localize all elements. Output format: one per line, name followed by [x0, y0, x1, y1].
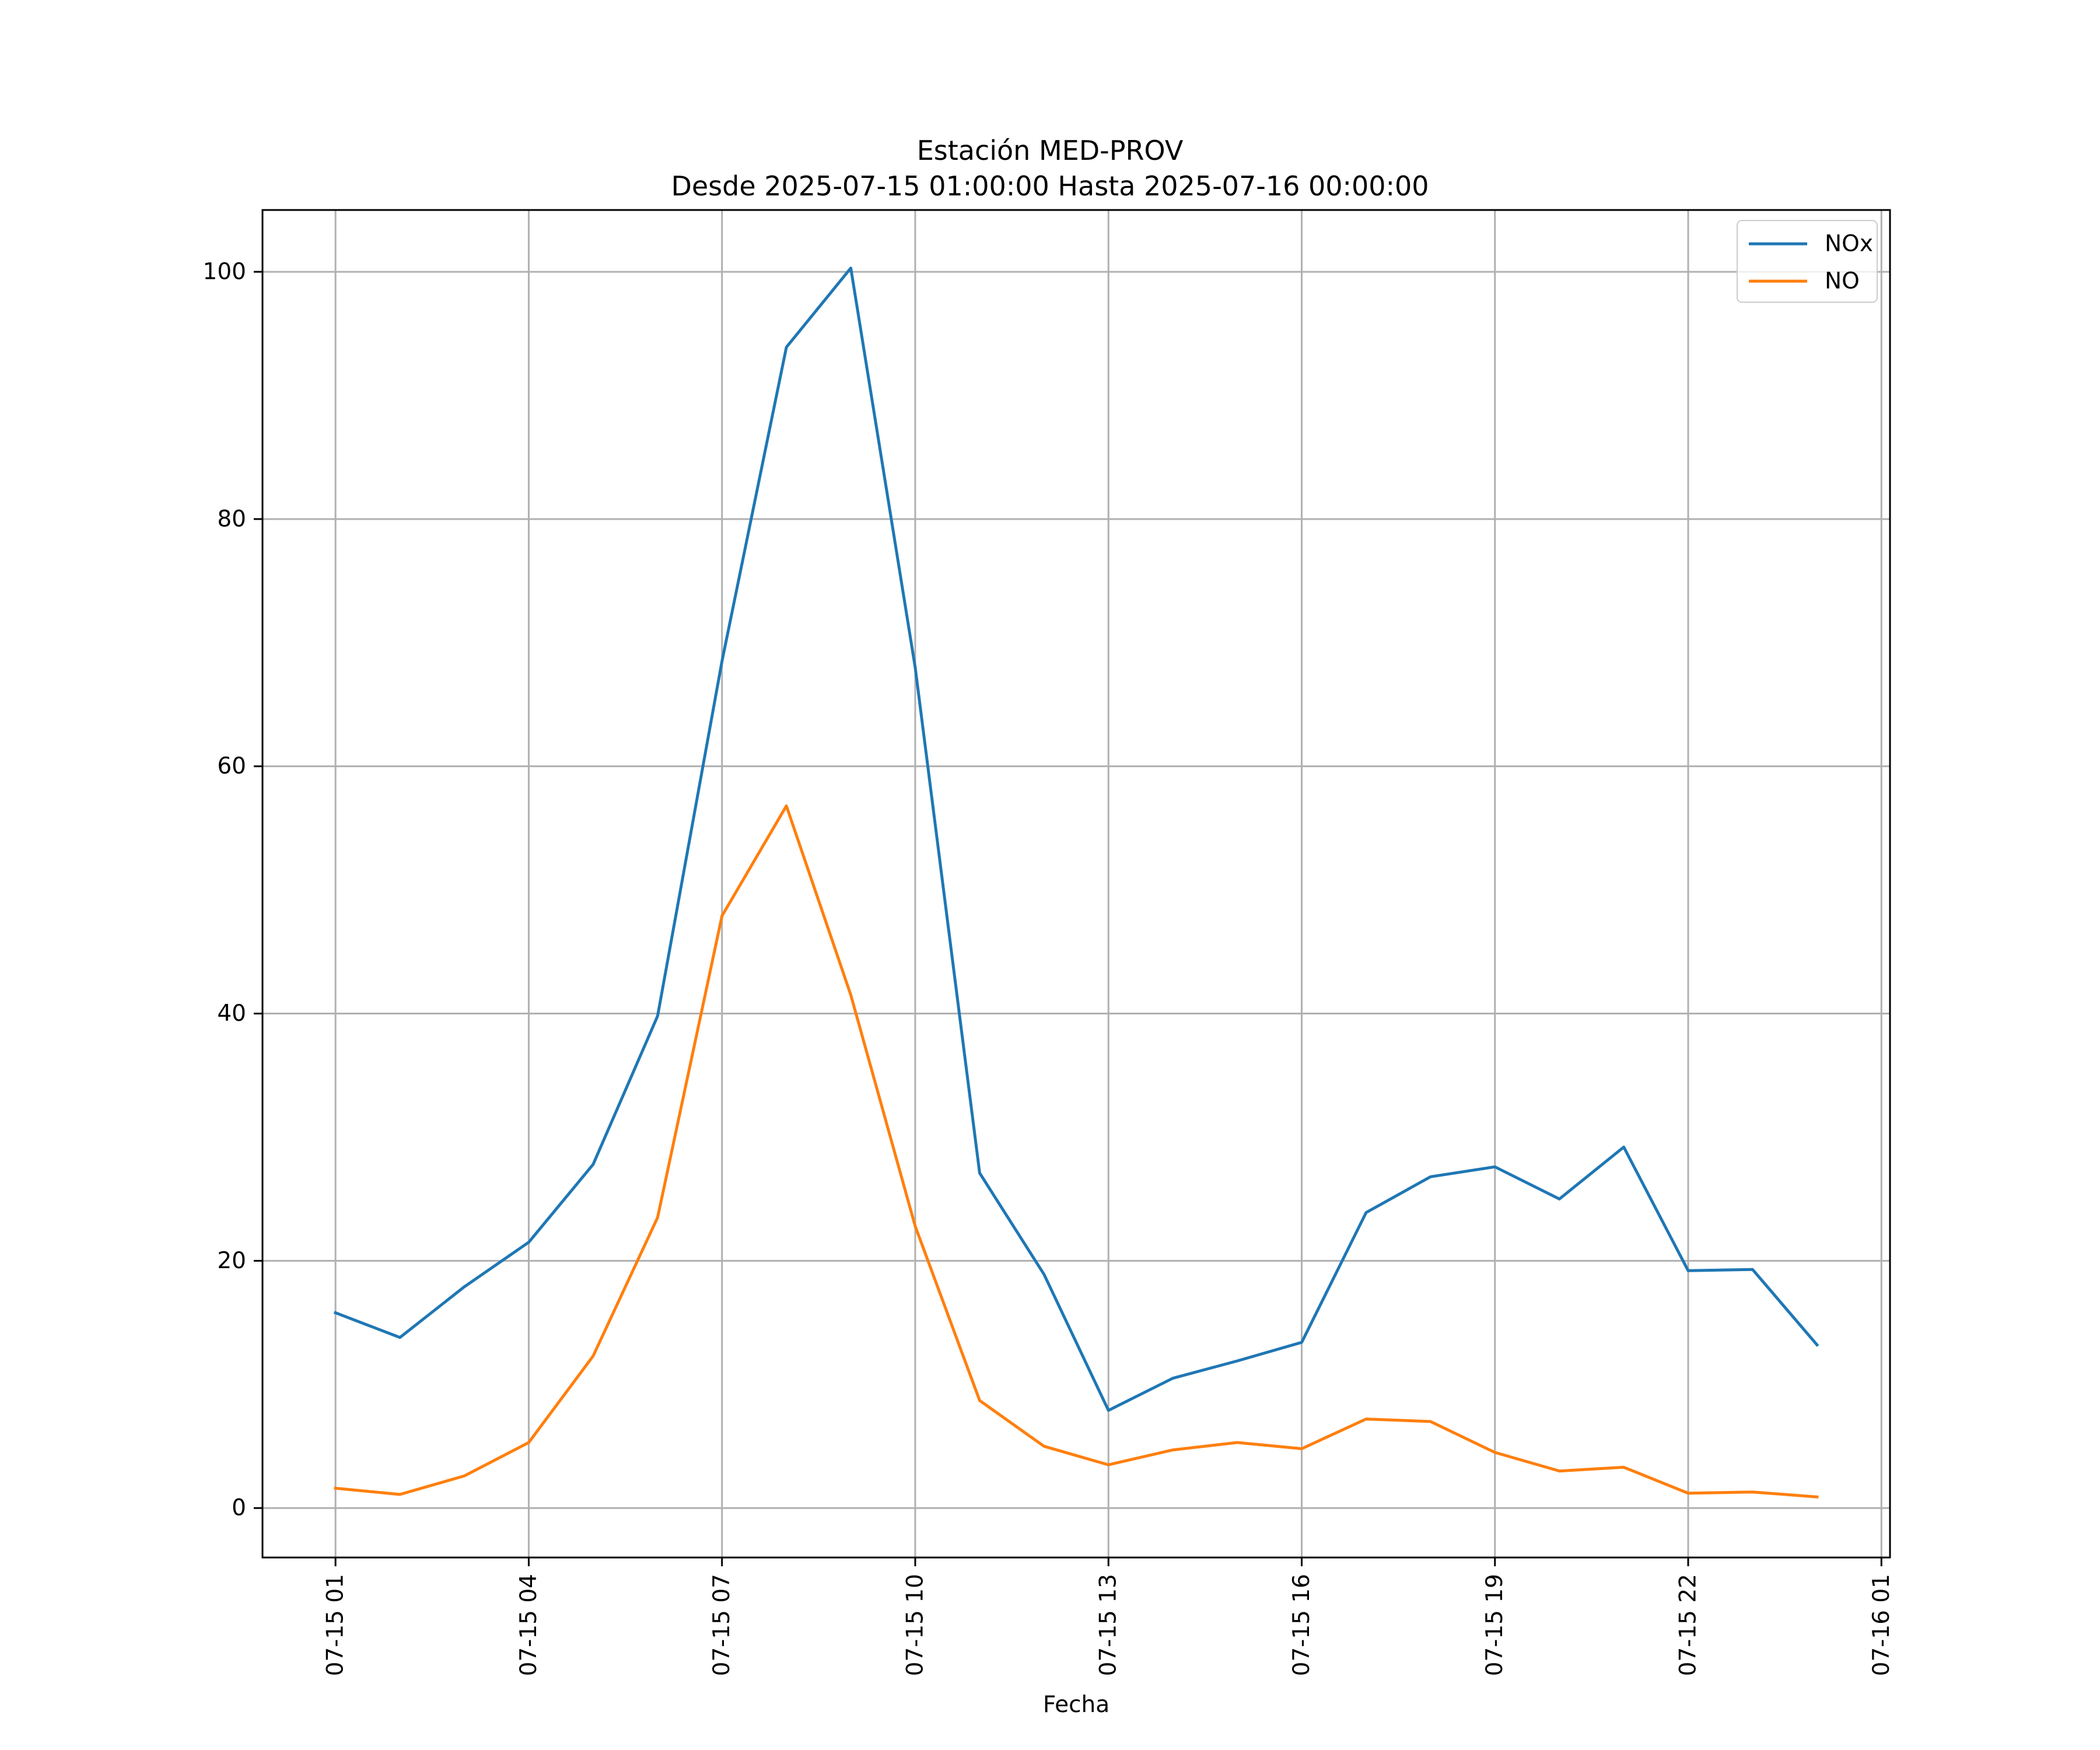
x-tick-label: 07-16 01	[1868, 1574, 1895, 1676]
axis-ticks: 07-15 01 07-15 04 07-15 07 07-15 10 07-15 13…	[203, 258, 1895, 1676]
legend-label-nox: NOx	[1825, 231, 1873, 257]
series-line-no	[334, 804, 1819, 1499]
plot-frame	[261, 209, 1891, 1559]
y-tick-label: 20	[217, 1248, 246, 1274]
x-tick-label: 07-15 19	[1482, 1574, 1508, 1676]
x-tick-label: 07-15 13	[1096, 1574, 1122, 1676]
y-tick-label: 60	[217, 753, 246, 779]
series-line-nox	[333, 267, 1819, 1412]
y-tick-label: 0	[232, 1495, 246, 1521]
chart-subtitle: Desde 2025-07-15 01:00:00 Hasta 2025-07-…	[671, 170, 1429, 202]
series-lines	[333, 267, 1819, 1499]
y-tick-label: 40	[217, 1000, 246, 1027]
x-tick-label: 07-15 16	[1289, 1574, 1315, 1676]
x-axis-label: Fecha	[1043, 1692, 1110, 1718]
y-tick-label: 100	[203, 258, 246, 285]
x-tick-label: 07-15 07	[709, 1574, 735, 1676]
x-tick-label: 07-15 01	[323, 1574, 349, 1676]
x-tick-label: 07-15 04	[516, 1574, 542, 1676]
x-tick-label: 07-15 10	[902, 1574, 928, 1676]
legend: NOx NO	[1737, 220, 1878, 303]
legend-label-no: NO	[1825, 268, 1860, 295]
chart-title: Estación MED-PROV	[917, 135, 1184, 166]
grid	[262, 210, 1890, 1558]
y-tick-label: 80	[217, 506, 246, 532]
x-tick-label: 07-15 22	[1675, 1574, 1702, 1676]
